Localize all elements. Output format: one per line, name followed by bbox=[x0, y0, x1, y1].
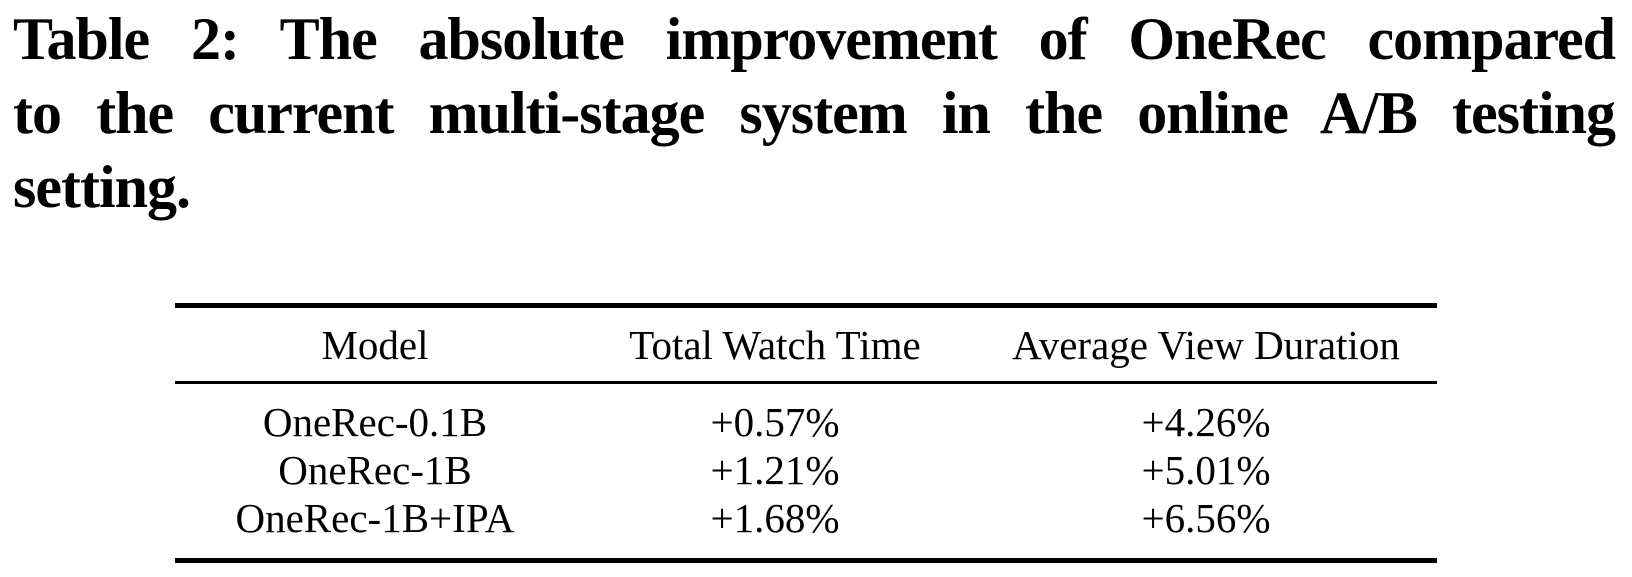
table-top-rule bbox=[175, 303, 1437, 308]
table-cell-average-view-duration: +6.56% bbox=[1141, 495, 1271, 541]
caption-line-2: to the current multi-stage system in the… bbox=[13, 80, 1616, 146]
caption-line-3: setting. bbox=[13, 154, 191, 220]
table-row: OneRec-1B +1.21% +5.01% bbox=[175, 446, 1437, 494]
table-row: OneRec-0.1B +0.57% +4.26% bbox=[175, 398, 1437, 446]
table-cell-total-watch-time: +1.21% bbox=[710, 447, 840, 493]
column-header-model: Model bbox=[321, 321, 429, 368]
table-bottom-rule bbox=[175, 558, 1437, 563]
table-cell-total-watch-time: +0.57% bbox=[710, 399, 840, 445]
table-cell-model: OneRec-1B bbox=[278, 447, 472, 493]
table-cell-model: OneRec-0.1B bbox=[262, 399, 488, 445]
table-caption: Table 2: The absolute improvement of One… bbox=[13, 2, 1616, 224]
table-cell-average-view-duration: +5.01% bbox=[1141, 447, 1271, 493]
table-cell-total-watch-time: +1.68% bbox=[710, 495, 840, 541]
table-cell-average-view-duration: +4.26% bbox=[1141, 399, 1271, 445]
table-mid-rule bbox=[175, 381, 1437, 384]
caption-line-1: Table 2: The absolute improvement of One… bbox=[13, 6, 1616, 72]
column-header-total-watch-time: Total Watch Time bbox=[629, 321, 921, 368]
results-table: Model Total Watch Time Average View Dura… bbox=[175, 303, 1437, 563]
table-row: OneRec-1B+IPA +1.68% +6.56% bbox=[175, 494, 1437, 542]
table-cell-model: OneRec-1B+IPA bbox=[235, 495, 515, 541]
table-header-row: Model Total Watch Time Average View Dura… bbox=[175, 308, 1437, 381]
table-body: OneRec-0.1B +0.57% +4.26% OneRec-1B +1.2… bbox=[175, 384, 1437, 558]
column-header-average-view-duration: Average View Duration bbox=[1012, 321, 1400, 368]
